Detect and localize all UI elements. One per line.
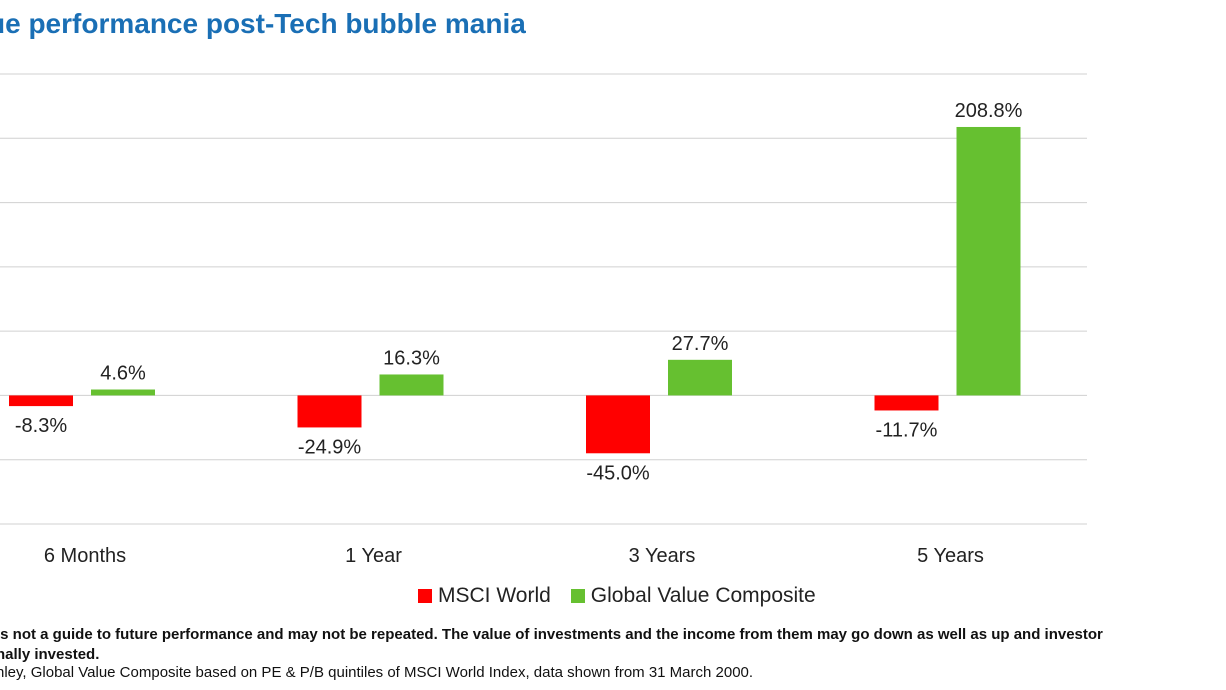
bar-value-1 bbox=[379, 374, 444, 396]
legend-swatch-value bbox=[570, 589, 585, 603]
bar-value-0 bbox=[91, 389, 155, 396]
bar-msci-3 bbox=[874, 395, 939, 411]
data-label: 208.8% bbox=[955, 100, 1023, 122]
data-label: 4.6% bbox=[100, 363, 146, 385]
bar-chart: -8.3% 4.6% 6 Months -24.9% 16.3% 1 Year -45.0%… bbox=[0, 73, 1087, 567]
bar-msci-2 bbox=[586, 395, 650, 454]
bar-msci-0 bbox=[9, 395, 73, 407]
data-label: -24.9% bbox=[298, 436, 362, 458]
bar-msci-1 bbox=[297, 395, 362, 428]
footnote-source: nley, Global Value Composite based on PE… bbox=[0, 664, 754, 681]
data-label: -45.0% bbox=[586, 462, 650, 484]
x-tick-label: 1 Year bbox=[345, 545, 402, 567]
data-label: 27.7% bbox=[672, 333, 729, 355]
x-tick-label: 3 Years bbox=[629, 545, 696, 567]
data-label: 16.3% bbox=[383, 347, 440, 369]
legend-label-msci: MSCI World bbox=[438, 584, 551, 607]
bar-value-2 bbox=[668, 359, 732, 396]
data-label: -8.3% bbox=[15, 415, 67, 437]
footnote-disclaimer: is not a guide to future performance and… bbox=[0, 626, 1103, 643]
chart-legend: MSCI World Global Value Composite bbox=[418, 584, 836, 608]
legend-item-msci: MSCI World bbox=[418, 584, 551, 608]
legend-item-value: Global Value Composite bbox=[570, 584, 816, 608]
x-tick-label: 6 Months bbox=[44, 545, 126, 567]
legend-label-value: Global Value Composite bbox=[590, 584, 816, 607]
bar-value-3 bbox=[956, 126, 1021, 396]
x-tick-label: 5 Years bbox=[917, 545, 984, 567]
legend-swatch-msci bbox=[418, 589, 432, 603]
chart-title: ue performance post-Tech bubble mania bbox=[0, 8, 526, 39]
data-label: -11.7% bbox=[876, 419, 938, 441]
footnote-disclaimer-cont: nally invested. bbox=[0, 646, 100, 663]
